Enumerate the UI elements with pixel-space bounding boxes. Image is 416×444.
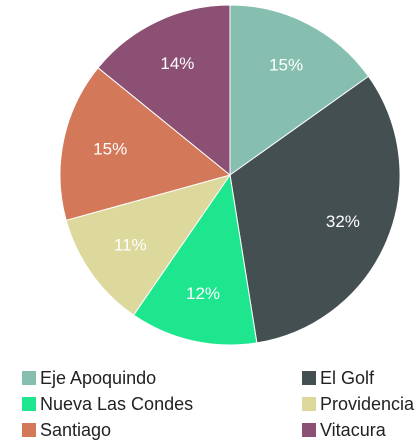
legend-label: El Golf bbox=[320, 368, 375, 388]
legend-swatch bbox=[302, 423, 316, 437]
legend-label: Providencia bbox=[320, 394, 415, 414]
pie-slice bbox=[132, 173, 258, 346]
legend-label: Nueva Las Condes bbox=[40, 394, 193, 414]
pie-slice bbox=[229, 4, 370, 176]
legend-label: Santiago bbox=[40, 420, 111, 440]
legend-swatch bbox=[302, 397, 316, 411]
slice-label: 11% bbox=[114, 235, 147, 254]
slice-label: 32% bbox=[326, 212, 360, 231]
pie-slice bbox=[229, 75, 401, 344]
slice-label: 15% bbox=[93, 139, 127, 158]
legend-swatch bbox=[22, 371, 36, 385]
slice-label: 12% bbox=[186, 284, 220, 303]
legend-label: Eje Apoquindo bbox=[40, 368, 156, 388]
pie-slice bbox=[97, 4, 231, 177]
legend-swatch bbox=[302, 371, 316, 385]
legend-label: Vitacura bbox=[320, 420, 387, 440]
slice-label: 14% bbox=[160, 54, 194, 73]
pie-slice bbox=[65, 174, 232, 316]
legend-swatch bbox=[22, 397, 36, 411]
legend-swatch bbox=[22, 423, 36, 437]
slice-label: 15% bbox=[269, 56, 303, 75]
pie-slice bbox=[59, 67, 232, 221]
